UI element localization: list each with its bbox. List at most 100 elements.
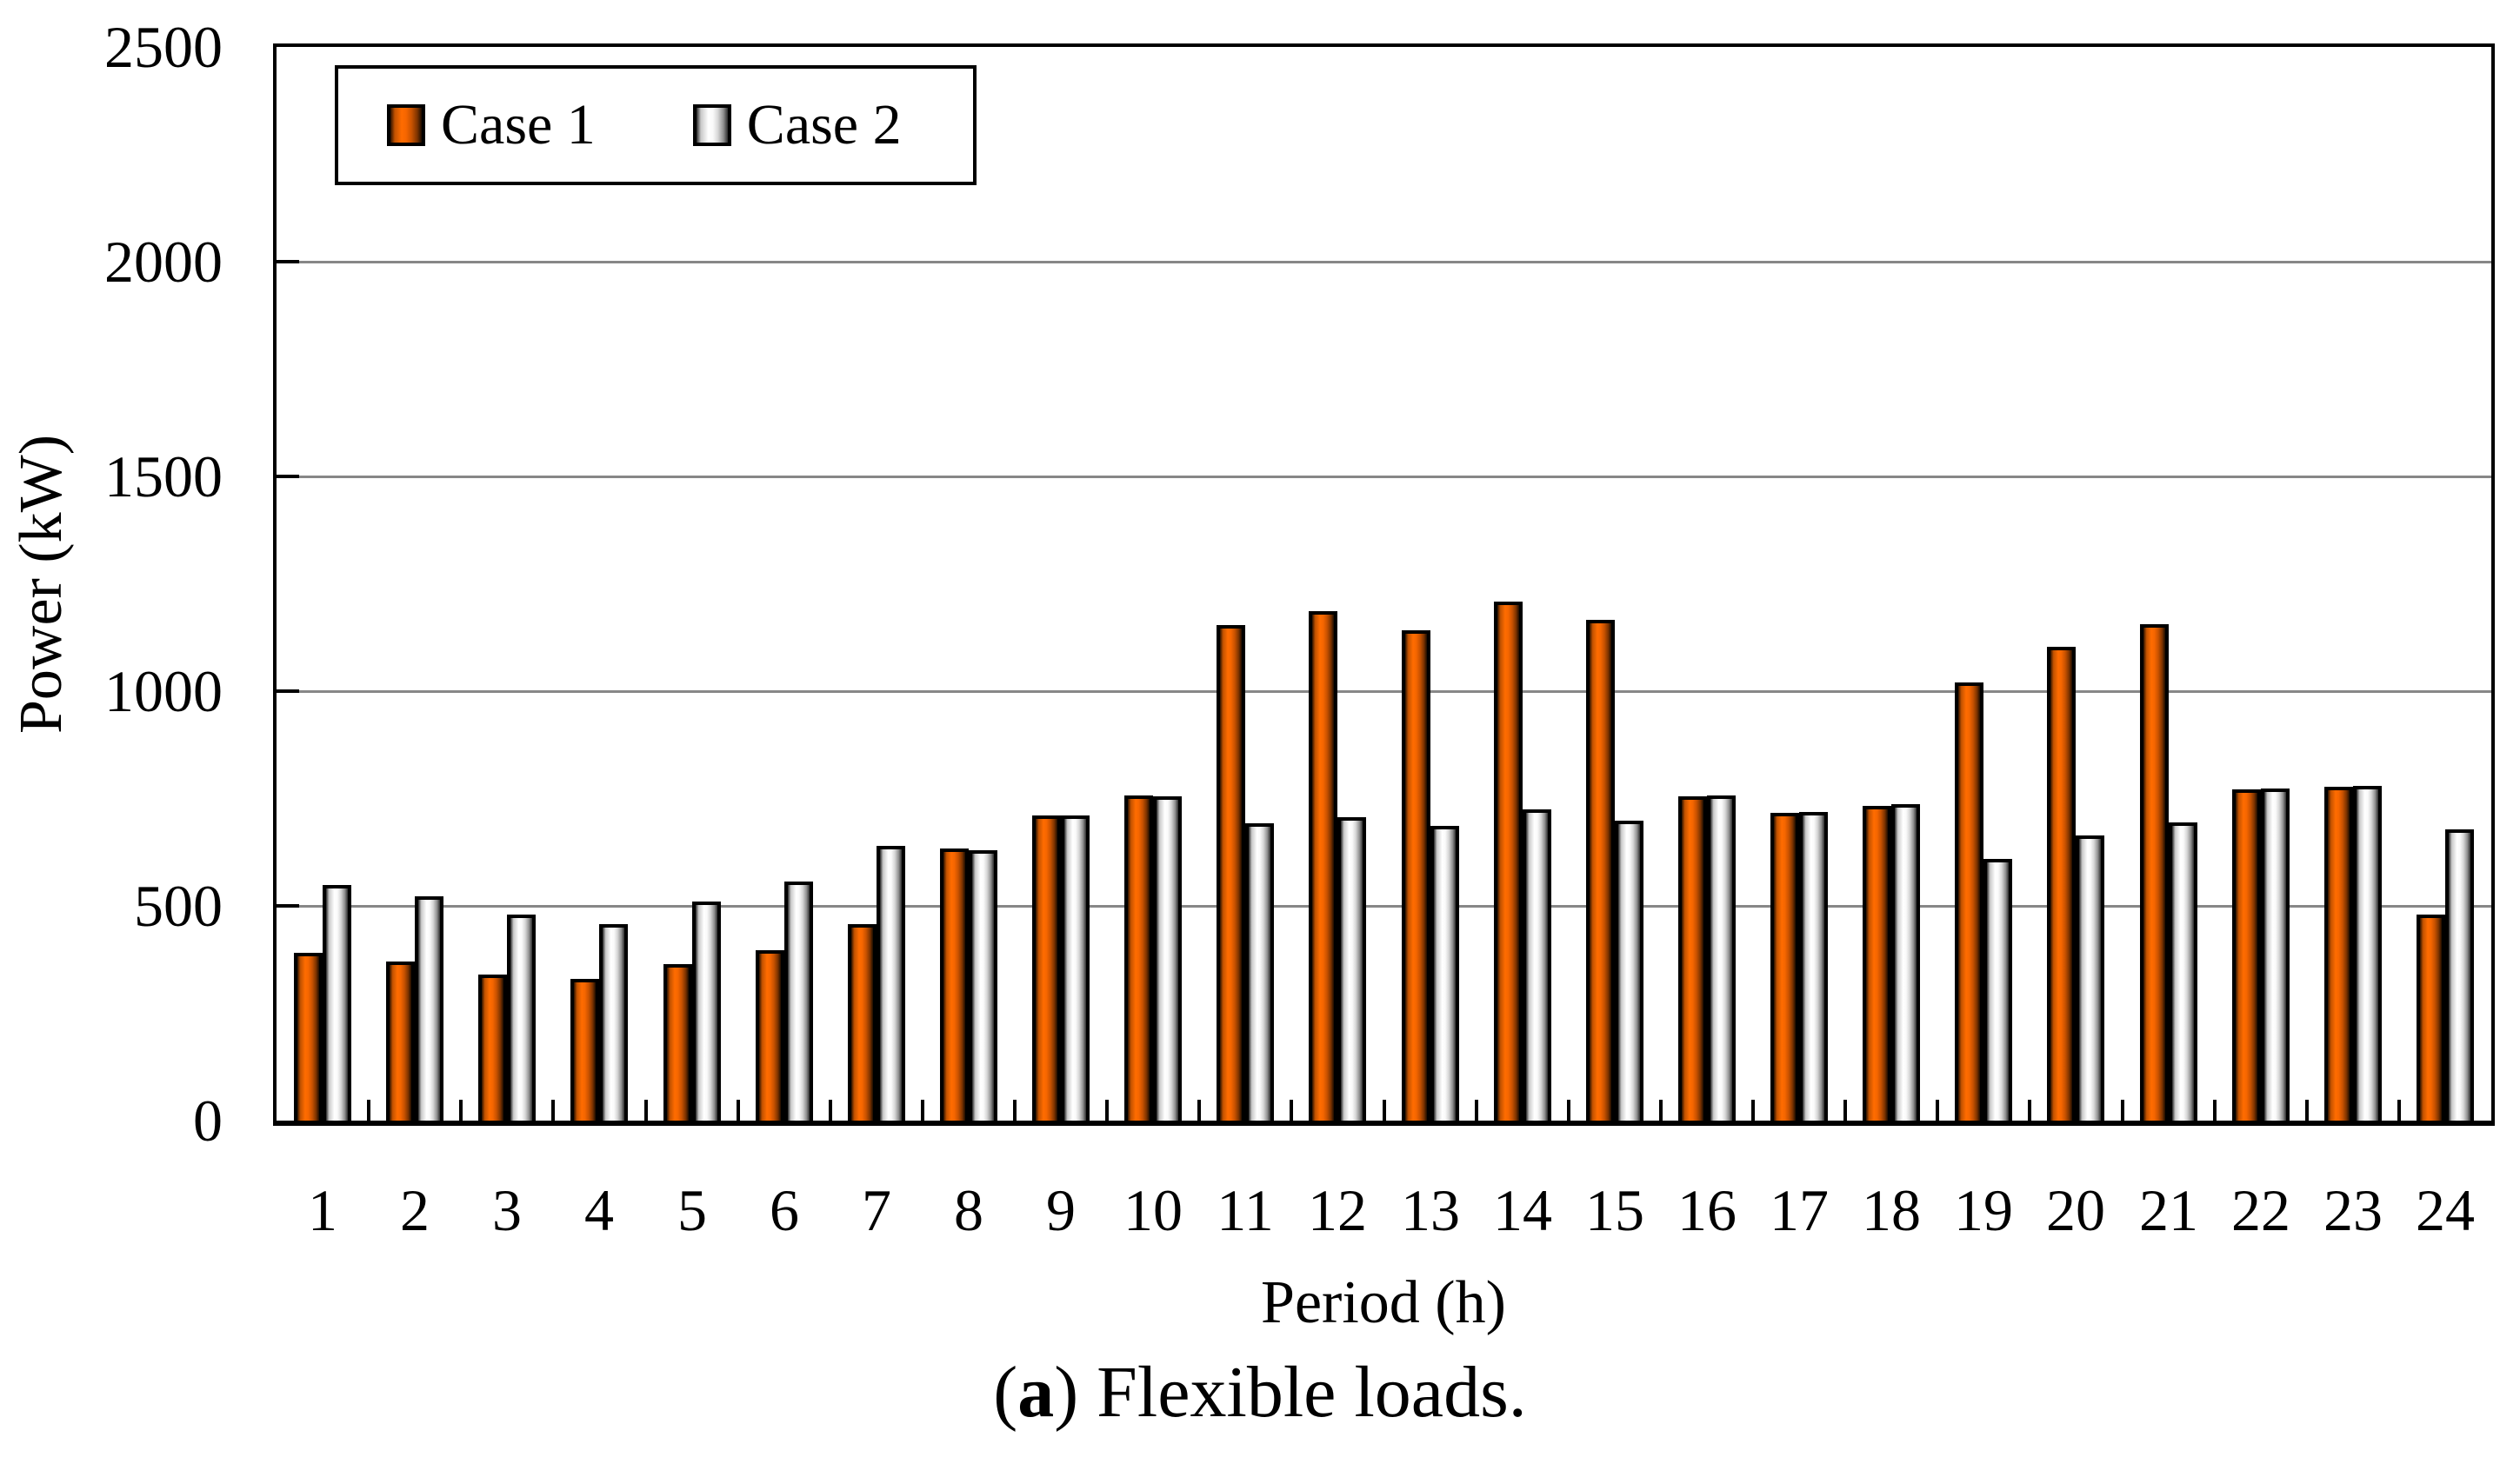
bar-case2-period-19 xyxy=(1983,859,2012,1121)
legend-label-case2: Case 2 xyxy=(746,93,902,156)
bar-case2-period-12 xyxy=(1337,817,1366,1121)
x-tick-7 xyxy=(921,1100,924,1121)
y-tick-label-1000: 1000 xyxy=(104,658,223,724)
caption-pre: ( xyxy=(993,1352,1018,1433)
x-tick-label-17: 17 xyxy=(1770,1177,1829,1243)
legend-item-case1: Case 1 xyxy=(387,96,596,154)
legend-label-case1: Case 1 xyxy=(441,93,596,156)
x-tick-label-15: 15 xyxy=(1585,1177,1644,1243)
bar-case1-period-6 xyxy=(756,950,784,1121)
x-tick-label-3: 3 xyxy=(492,1177,522,1243)
x-tick-9 xyxy=(1105,1100,1109,1121)
bar-case1-period-10 xyxy=(1124,795,1153,1121)
bar-case2-period-20 xyxy=(2076,835,2104,1121)
bar-case1-period-5 xyxy=(663,964,692,1121)
bar-case1-period-18 xyxy=(1863,806,1891,1121)
bar-case2-period-18 xyxy=(1891,804,1920,1121)
legend: Case 1 Case 2 xyxy=(335,65,977,185)
x-tick-11 xyxy=(1290,1100,1293,1121)
bar-case1-period-7 xyxy=(848,924,877,1121)
bar-case2-period-5 xyxy=(692,902,721,1121)
gridline-1500 xyxy=(277,476,2491,478)
bar-case2-period-8 xyxy=(969,850,997,1121)
bar-case2-period-3 xyxy=(507,915,536,1121)
x-tick-2 xyxy=(459,1100,463,1121)
x-tick-label-21: 21 xyxy=(2139,1177,2198,1243)
bar-case1-period-19 xyxy=(1955,682,1983,1121)
bar-case1-period-17 xyxy=(1770,813,1799,1121)
bar-case2-period-17 xyxy=(1799,812,1828,1121)
bar-case2-period-2 xyxy=(415,896,443,1121)
x-tick-label-20: 20 xyxy=(2046,1177,2105,1243)
y-tick-1500 xyxy=(277,475,299,478)
bar-case2-period-21 xyxy=(2169,822,2197,1121)
x-tick-3 xyxy=(551,1100,555,1121)
figure-caption: (a) Flexible loads. xyxy=(0,1353,2520,1433)
bar-case1-period-11 xyxy=(1217,625,1245,1121)
plot-area xyxy=(273,43,2495,1126)
x-tick-20 xyxy=(2121,1100,2124,1121)
x-tick-4 xyxy=(644,1100,648,1121)
x-tick-15 xyxy=(1659,1100,1663,1121)
caption-bold-letter: a xyxy=(1017,1352,1055,1433)
bar-case1-period-20 xyxy=(2047,647,2076,1121)
x-tick-18 xyxy=(1936,1100,1939,1121)
bar-case2-period-1 xyxy=(323,885,351,1121)
x-tick-label-16: 16 xyxy=(1677,1177,1737,1243)
x-tick-label-7: 7 xyxy=(862,1177,891,1243)
bar-case2-period-13 xyxy=(1430,826,1459,1121)
x-tick-label-14: 14 xyxy=(1493,1177,1552,1243)
bar-case1-period-21 xyxy=(2140,624,2169,1121)
x-tick-label-23: 23 xyxy=(2323,1177,2383,1243)
bar-case2-period-4 xyxy=(599,924,628,1121)
x-tick-19 xyxy=(2028,1100,2031,1121)
x-tick-14 xyxy=(1567,1100,1570,1121)
y-tick-label-2000: 2000 xyxy=(104,229,223,295)
x-tick-5 xyxy=(737,1100,740,1121)
bar-case1-period-3 xyxy=(478,975,507,1121)
x-tick-label-2: 2 xyxy=(400,1177,430,1243)
x-tick-label-13: 13 xyxy=(1401,1177,1460,1243)
x-tick-6 xyxy=(829,1100,832,1121)
x-tick-8 xyxy=(1013,1100,1017,1121)
bar-case1-period-16 xyxy=(1678,796,1707,1121)
x-tick-label-4: 4 xyxy=(584,1177,614,1243)
x-tick-label-5: 5 xyxy=(677,1177,707,1243)
x-tick-label-11: 11 xyxy=(1217,1177,1274,1243)
x-tick-17 xyxy=(1843,1100,1847,1121)
bar-case2-period-23 xyxy=(2353,786,2382,1121)
y-tick-500 xyxy=(277,904,299,908)
x-tick-12 xyxy=(1383,1100,1386,1121)
bar-case1-period-9 xyxy=(1032,815,1061,1121)
bar-case2-period-14 xyxy=(1523,809,1551,1121)
x-tick-23 xyxy=(2397,1100,2401,1121)
bar-case1-period-22 xyxy=(2232,789,2261,1121)
bar-case1-period-4 xyxy=(570,979,599,1121)
x-tick-13 xyxy=(1475,1100,1478,1121)
bar-case1-period-24 xyxy=(2417,915,2445,1121)
bar-case2-period-22 xyxy=(2261,789,2290,1121)
x-tick-1 xyxy=(367,1100,370,1121)
x-tick-label-1: 1 xyxy=(308,1177,337,1243)
bar-case1-period-2 xyxy=(386,962,415,1121)
y-tick-2000 xyxy=(277,260,299,263)
y-tick-label-1500: 1500 xyxy=(104,443,223,509)
x-tick-label-12: 12 xyxy=(1308,1177,1367,1243)
bar-case2-period-11 xyxy=(1245,823,1274,1121)
bar-case1-period-8 xyxy=(940,848,969,1121)
bar-case2-period-15 xyxy=(1615,821,1643,1121)
legend-item-case2: Case 2 xyxy=(692,93,902,156)
bar-case2-period-9 xyxy=(1061,815,1090,1121)
bar-case1-period-14 xyxy=(1494,602,1523,1121)
bar-case1-period-12 xyxy=(1309,611,1337,1121)
bar-case2-period-10 xyxy=(1153,796,1182,1121)
bar-case1-period-15 xyxy=(1586,620,1615,1121)
gridline-500 xyxy=(277,905,2491,908)
x-tick-label-6: 6 xyxy=(770,1177,799,1243)
x-tick-22 xyxy=(2305,1100,2309,1121)
x-tick-10 xyxy=(1197,1100,1201,1121)
bar-case2-period-24 xyxy=(2445,829,2474,1121)
x-tick-label-19: 19 xyxy=(1954,1177,2013,1243)
bar-case2-period-16 xyxy=(1707,795,1736,1121)
